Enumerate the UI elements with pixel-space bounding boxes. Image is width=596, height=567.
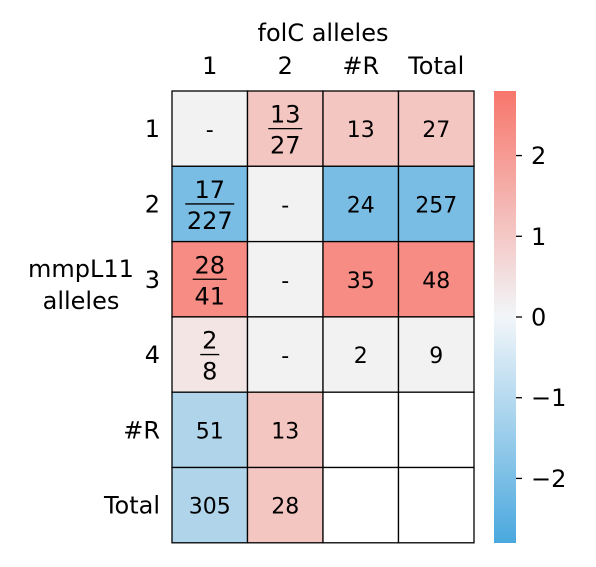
cell-denominator: 27 — [270, 132, 301, 160]
y-axis-title: mmpL11 alleles — [28, 255, 134, 315]
cell-label: 28 — [271, 495, 299, 520]
cell-denominator: 41 — [194, 282, 225, 310]
heatmap-cell-fill — [397, 240, 475, 318]
heatmap-cell: 2 — [322, 316, 400, 393]
cell-label: 27 — [422, 118, 450, 143]
cell-numerator: 28 — [194, 251, 225, 279]
cell-label: - — [281, 193, 289, 218]
y-tick-label: #R — [123, 416, 160, 444]
colorbar: 2 1 0 −1 −2 — [494, 91, 566, 543]
heatmap-cell: 27 — [397, 90, 475, 167]
heatmap-cell: - — [246, 240, 324, 318]
colorbar-tick-label: −1 — [531, 384, 566, 412]
y-axis-title-line1: mmpL11 — [28, 255, 134, 283]
y-tick-label: 1 — [145, 115, 160, 143]
cell-label: 305 — [189, 495, 231, 520]
cell-label: - — [206, 118, 214, 143]
cell-numerator: 2 — [202, 327, 217, 355]
x-tick-label: 1 — [202, 52, 217, 80]
heatmap-cell — [397, 466, 475, 544]
colorbar-tick-label: 2 — [531, 142, 546, 170]
heatmap-cell-fill — [322, 391, 400, 469]
x-axis-title: folC alleles — [258, 19, 389, 47]
cell-label: 13 — [347, 118, 375, 143]
colorbar-tick-label: 0 — [531, 304, 546, 332]
heatmap-cell-fill — [322, 165, 400, 243]
heatmap-cell: 305 — [171, 466, 249, 544]
y-tick-label: 4 — [145, 341, 160, 369]
heatmap-cell-fill — [397, 316, 475, 393]
cell-label: 51 — [196, 419, 224, 444]
y-axis-title-line2: alleles — [43, 287, 120, 315]
heatmap-cell-fill — [246, 466, 324, 544]
heatmap-cell: 35 — [322, 240, 400, 318]
heatmap-cell-fill — [397, 391, 475, 469]
heatmap-cell-fill — [397, 466, 475, 544]
heatmap-cell-fill — [246, 391, 324, 469]
y-tick-label: 2 — [145, 190, 160, 218]
cell-denominator: 227 — [187, 207, 233, 235]
cell-label: - — [281, 344, 289, 369]
cell-label: 35 — [347, 269, 375, 294]
heatmap-cell — [322, 466, 400, 544]
cell-numerator: 13 — [270, 101, 301, 129]
heatmap-cell-fill — [246, 240, 324, 318]
heatmap-cell-fill — [397, 90, 475, 167]
colorbar-gradient — [494, 91, 516, 543]
heatmap-cell: - — [171, 90, 249, 167]
heatmap-cell: 28 — [246, 466, 324, 544]
heatmap-cell — [397, 391, 475, 469]
colorbar-tick-label: −2 — [531, 465, 566, 493]
x-tick-label: 2 — [278, 52, 293, 80]
cell-label: 13 — [271, 419, 299, 444]
cell-label: 24 — [347, 193, 375, 218]
cell-numerator: 17 — [194, 176, 225, 204]
heatmap-cell-fill — [246, 165, 324, 243]
heatmap-cell: 48 — [397, 240, 475, 318]
heatmap-cell: 24 — [322, 165, 400, 243]
heatmap-cell: 28 — [171, 316, 249, 393]
cell-label: 257 — [415, 193, 457, 218]
cell-label: 9 — [429, 344, 443, 369]
heatmap-cell-fill — [171, 466, 249, 544]
heatmap-cell: 9 — [397, 316, 475, 393]
cell-label: 48 — [422, 269, 450, 294]
y-tick-label: Total — [103, 492, 160, 520]
cell-label: 2 — [354, 344, 368, 369]
x-tick-label: #R — [342, 52, 379, 80]
x-tick-label: Total — [407, 52, 464, 80]
colorbar-tick-label: 1 — [531, 223, 546, 251]
heatmap-cell: - — [246, 316, 324, 393]
heatmap-cell: 51 — [171, 391, 249, 469]
cell-denominator: 8 — [202, 358, 217, 386]
y-tick-label: 3 — [145, 266, 160, 294]
heatmap-cell: 257 — [397, 165, 475, 243]
cell-label: - — [281, 269, 289, 294]
heatmap-cell-fill — [171, 90, 249, 167]
heatmap-cell: 13 — [322, 90, 400, 167]
heatmap-cell-fill — [322, 466, 400, 544]
heatmap-cell: - — [246, 165, 324, 243]
heatmap-cell — [322, 391, 400, 469]
heatmap-cell: 13 — [246, 391, 324, 469]
heatmap-cell-fill — [246, 316, 324, 393]
